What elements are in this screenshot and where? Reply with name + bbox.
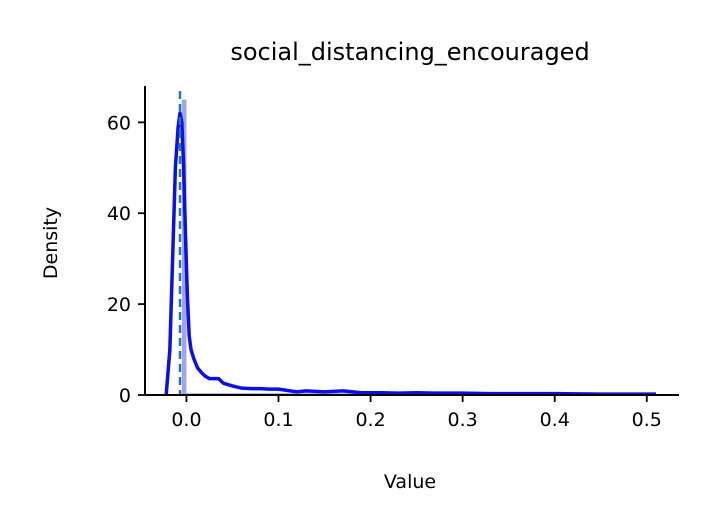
y-tick-label: 40 (107, 203, 131, 225)
kde-line (164, 111, 656, 396)
y-axis-label: Density (40, 207, 62, 279)
y-tick-label: 60 (107, 112, 131, 134)
x-axis-label: Value (384, 471, 436, 493)
y-tick-label: 0 (119, 385, 131, 407)
y-tick-label: 20 (107, 294, 131, 316)
x-axis-ticks: 0.0 0.1 0.2 0.3 0.4 0.5 (171, 395, 662, 431)
y-axis-ticks: 0 20 40 60 (107, 112, 145, 407)
chart-title: social_distancing_encouraged (230, 38, 589, 66)
x-tick-label: 0.1 (263, 409, 293, 431)
x-tick-label: 0.0 (171, 409, 201, 431)
x-tick-label: 0.2 (355, 409, 385, 431)
x-tick-label: 0.4 (540, 409, 570, 431)
plot-area (164, 91, 656, 396)
x-tick-label: 0.5 (632, 409, 662, 431)
x-tick-label: 0.3 (448, 409, 478, 431)
